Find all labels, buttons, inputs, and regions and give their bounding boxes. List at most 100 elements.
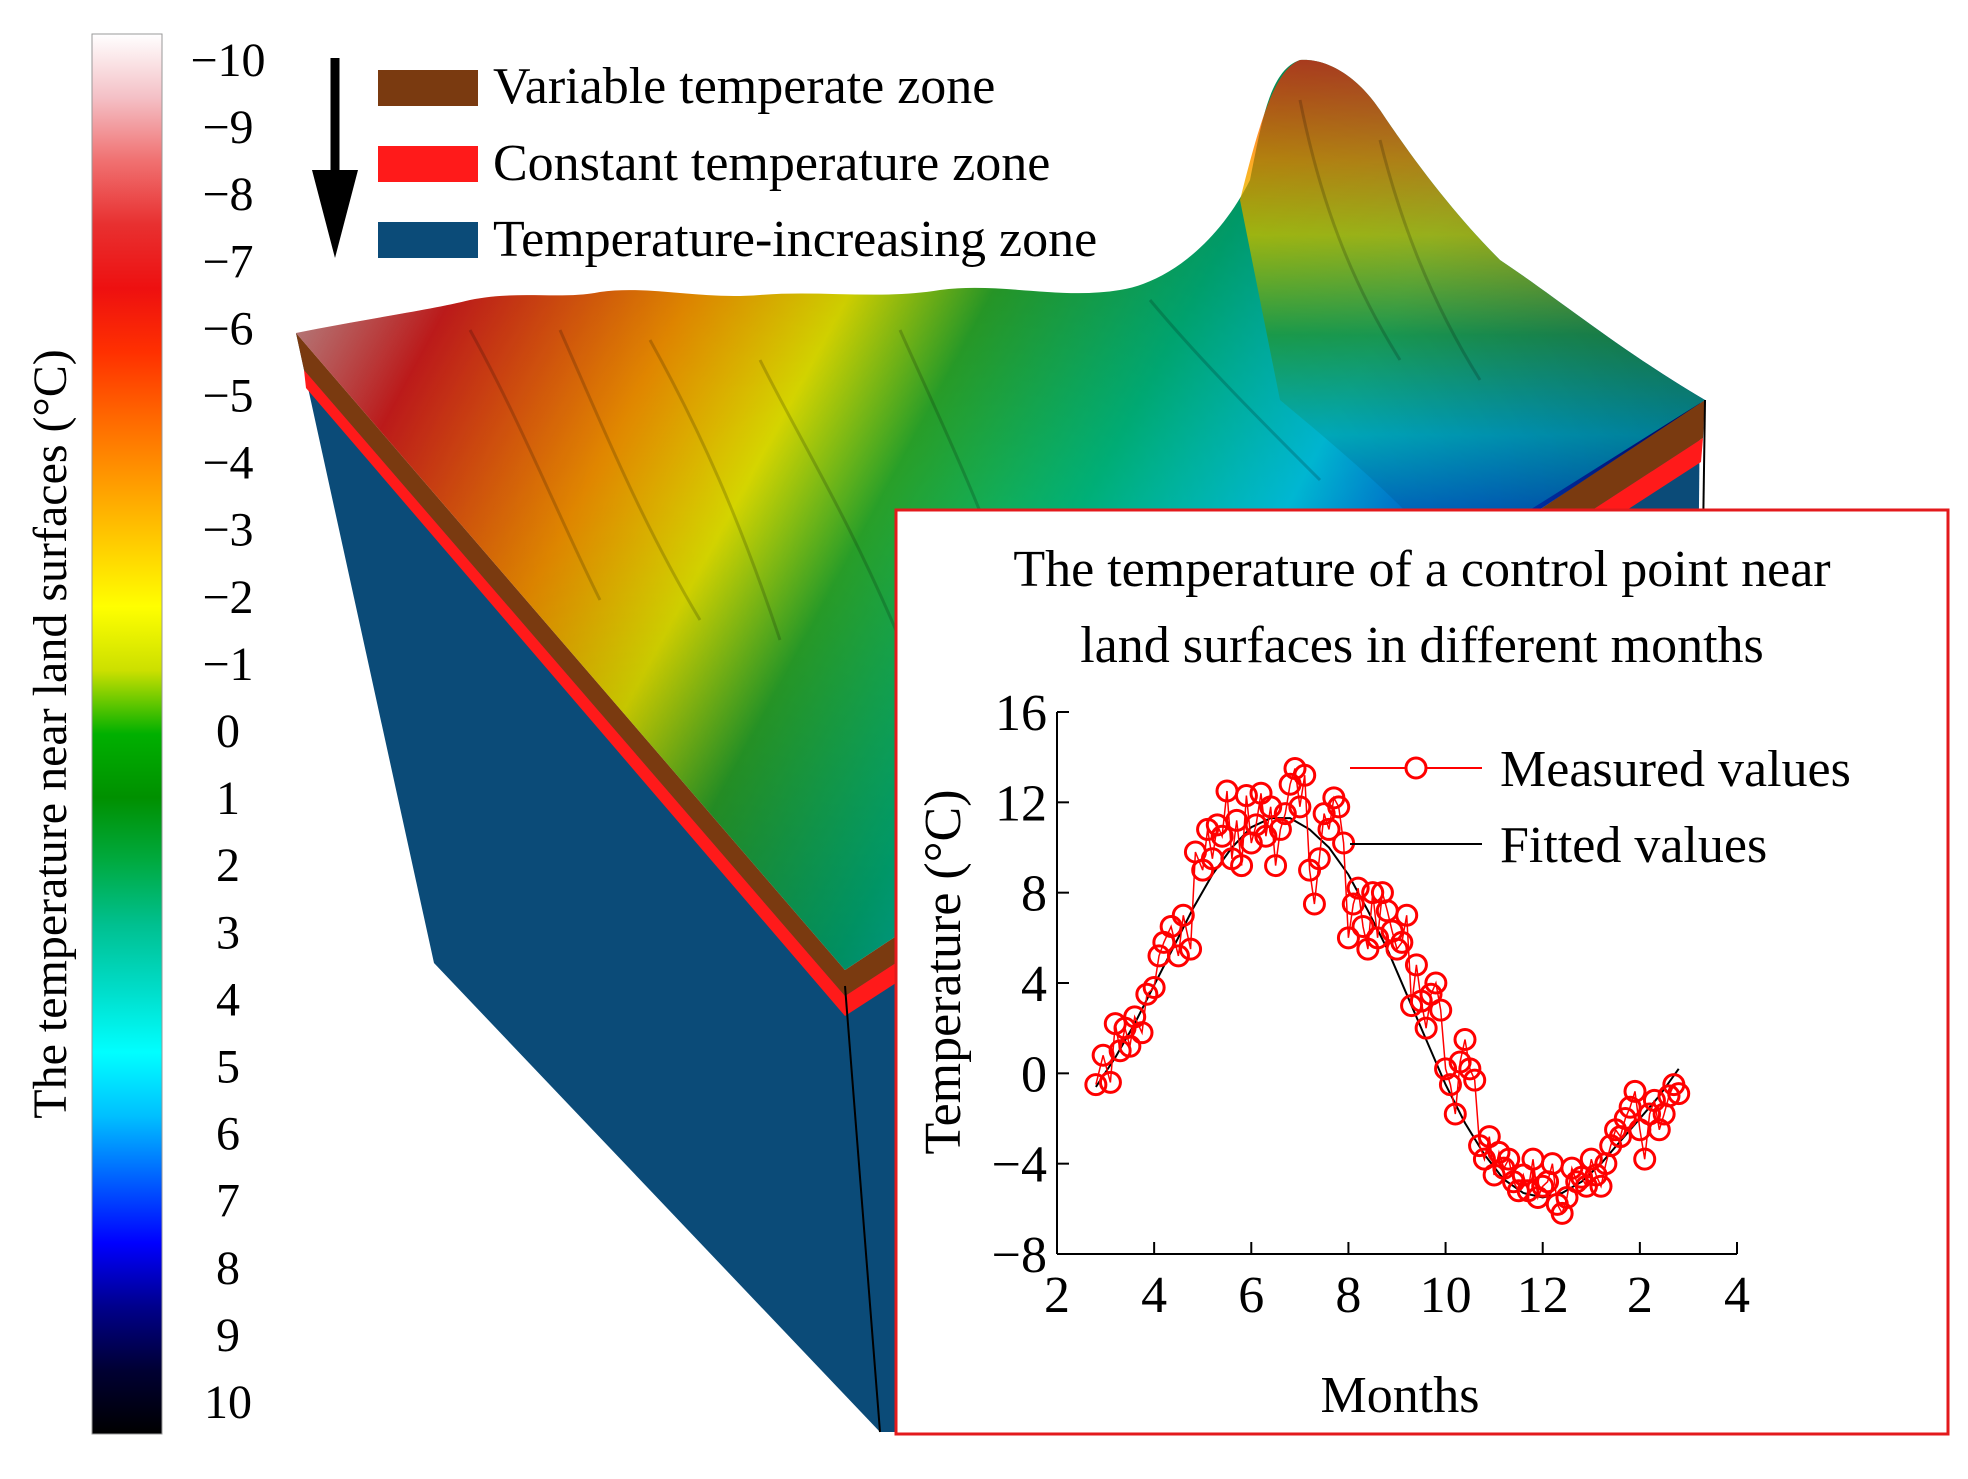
measured-point xyxy=(1395,903,1419,927)
measured-point xyxy=(1142,976,1166,1000)
legend-label-constant: Constant temperature zone xyxy=(493,135,1050,192)
measured-point xyxy=(1268,817,1292,841)
measured-point xyxy=(1443,1102,1467,1126)
measured-point xyxy=(1118,1034,1142,1058)
constant-zone-band-left xyxy=(304,370,845,1016)
y-tick-label: 0 xyxy=(1021,1046,1047,1103)
measured-point xyxy=(1453,1027,1477,1051)
measured-point xyxy=(1254,824,1278,848)
measured-point xyxy=(1647,1118,1671,1142)
y-tick-label: −4 xyxy=(992,1137,1047,1194)
legend-measured-marker xyxy=(1404,756,1428,780)
x-tick-label: 8 xyxy=(1335,1267,1361,1324)
measured-point xyxy=(1264,854,1288,878)
measured-point xyxy=(1385,937,1409,961)
measured-point xyxy=(1234,784,1258,808)
x-tick-label: 10 xyxy=(1420,1267,1472,1324)
legend-swatch-constant xyxy=(378,146,478,182)
measured-point xyxy=(1657,1084,1681,1108)
colorbar-tick-label: 6 xyxy=(216,1108,240,1161)
y-tick-label: 12 xyxy=(995,775,1047,832)
legend-swatch-increasing xyxy=(378,222,478,258)
colorbar-tick-label: 8 xyxy=(216,1242,240,1295)
legend-fitted-label: Fitted values xyxy=(1500,817,1767,874)
measured-point xyxy=(1404,953,1428,977)
colorbar-tick-label: 1 xyxy=(216,772,240,825)
x-tick-label: 2 xyxy=(1044,1267,1070,1324)
measured-point xyxy=(1424,971,1448,995)
legend-label-increasing: Temperature-increasing zone xyxy=(493,211,1097,268)
inset-panel: The temperature of a control point near … xyxy=(894,508,1950,1436)
temperature-plot: 2 4 6 8 10 12 2 4 −8 −4 0 4 8 12 16 Measured values Fit… xyxy=(992,685,1851,1324)
colorbar-tick-label: −4 xyxy=(202,437,253,490)
measured-point xyxy=(1366,926,1390,950)
x-tick-label: 4 xyxy=(1724,1267,1750,1324)
plot-axes: 2 4 6 8 10 12 2 4 −8 −4 0 4 8 12 16 xyxy=(992,685,1750,1324)
measured-point xyxy=(1171,903,1195,927)
measured-point xyxy=(1579,1147,1603,1171)
measured-point xyxy=(1429,998,1453,1022)
measured-point xyxy=(1390,930,1414,954)
measured-point xyxy=(1332,831,1356,855)
colorbar-tick-label: −3 xyxy=(202,504,253,557)
measured-point xyxy=(1179,937,1203,961)
measured-point xyxy=(1361,881,1385,905)
colorbar-tick-label: 9 xyxy=(216,1309,240,1362)
measured-point xyxy=(1230,854,1254,878)
measured-point xyxy=(1084,1073,1108,1097)
colorbar-tick-label: 2 xyxy=(216,839,240,892)
measured-point xyxy=(1288,795,1312,819)
measured-point xyxy=(1414,1016,1438,1040)
inset-title-line1: The temperature of a control point near xyxy=(1013,541,1830,598)
colorbar-tick-label: −2 xyxy=(202,571,253,624)
measured-point xyxy=(1667,1082,1691,1106)
measured-point xyxy=(1346,876,1370,900)
x-tick-label: 2 xyxy=(1627,1267,1653,1324)
colorbar-tick-label: −5 xyxy=(202,370,253,423)
y-tick-label: 4 xyxy=(1021,956,1047,1013)
measured-point xyxy=(1130,1021,1154,1045)
colorbar-tick-label: 7 xyxy=(216,1175,240,1228)
measured-point xyxy=(1317,817,1341,841)
colorbar-tick-label: −7 xyxy=(202,235,253,288)
variable-zone-band-left xyxy=(296,333,845,996)
measured-point xyxy=(1550,1201,1574,1225)
y-tick-label: −8 xyxy=(992,1227,1047,1284)
colorbar-tick-label: −6 xyxy=(202,302,253,355)
measured-point xyxy=(1210,824,1234,848)
measured-point xyxy=(1336,926,1360,950)
measured-point xyxy=(1463,1068,1487,1092)
colorbar-tick-label: 10 xyxy=(204,1376,252,1429)
measured-point xyxy=(1259,795,1283,819)
measured-point xyxy=(1497,1147,1521,1171)
x-tick-label: 6 xyxy=(1238,1267,1264,1324)
colorbar-tick-label: −1 xyxy=(202,638,253,691)
measured-series xyxy=(1084,756,1691,1225)
measured-point xyxy=(1458,1057,1482,1081)
measured-point xyxy=(1273,802,1297,826)
measured-point xyxy=(1623,1079,1647,1103)
y-tick-label: 16 xyxy=(995,685,1047,742)
measured-point xyxy=(1098,1070,1122,1094)
measured-point xyxy=(1307,847,1331,871)
colorbar-tick-label: 0 xyxy=(216,705,240,758)
measured-point xyxy=(1589,1174,1613,1198)
measured-point xyxy=(1438,1073,1462,1097)
measured-point xyxy=(1091,1043,1115,1067)
measured-point xyxy=(1633,1147,1657,1171)
measured-point xyxy=(1327,795,1351,819)
measured-point xyxy=(1293,763,1317,787)
x-tick-label: 4 xyxy=(1141,1267,1167,1324)
colorbar-tick-label: −8 xyxy=(202,168,253,221)
legend-measured-label: Measured values xyxy=(1500,741,1851,798)
measured-point xyxy=(1618,1095,1642,1119)
measured-point xyxy=(1351,915,1375,939)
inset-title-line2: land surfaces in different months xyxy=(1080,617,1764,674)
measured-point xyxy=(1135,982,1159,1006)
colorbar-tick-label: 4 xyxy=(216,973,240,1026)
colorbar xyxy=(91,33,163,1435)
terrain-ridges xyxy=(468,99,1482,641)
measured-point xyxy=(1166,944,1190,968)
measured-point xyxy=(1531,1174,1555,1198)
